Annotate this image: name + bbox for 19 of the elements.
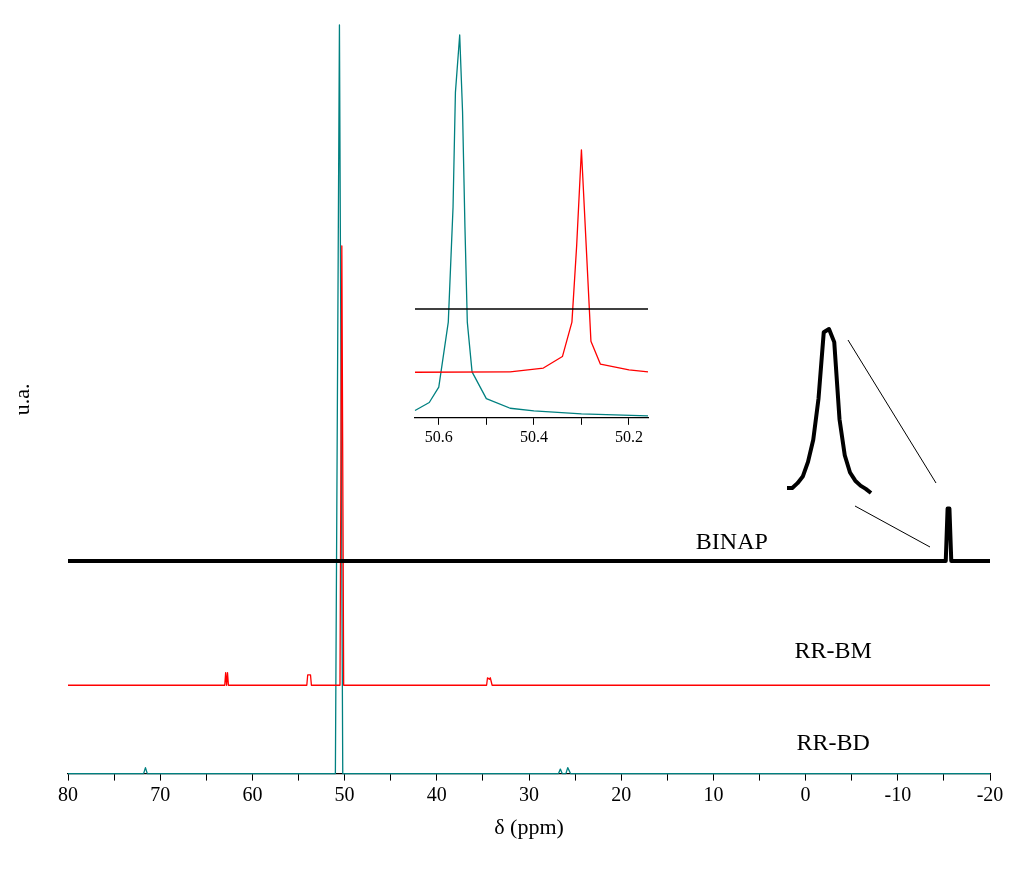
x-tick-label: 50.6 <box>424 427 453 445</box>
x-tick-label: 20 <box>611 782 632 805</box>
series-label: RR-BM <box>794 636 872 663</box>
y-axis-title: u.a. <box>8 383 34 416</box>
series-label: RR-BD <box>796 728 870 755</box>
series-label: BINAP <box>695 528 768 555</box>
x-tick-label: 80 <box>58 782 78 805</box>
x-tick-label: 60 <box>242 782 263 805</box>
x-tick-label: 40 <box>426 782 447 805</box>
x-tick-label: 50.4 <box>519 427 548 445</box>
x-tick-label: 70 <box>150 782 171 805</box>
x-axis-title: δ (ppm) <box>494 813 564 839</box>
x-tick-label: 30 <box>519 782 539 805</box>
x-tick-label: -10 <box>884 782 912 805</box>
x-tick-label: -20 <box>976 782 1004 805</box>
x-tick-label: 0 <box>800 782 811 805</box>
x-tick-label: 10 <box>703 782 724 805</box>
x-tick-label: 50.2 <box>614 427 643 445</box>
x-tick-label: 50 <box>334 782 355 805</box>
